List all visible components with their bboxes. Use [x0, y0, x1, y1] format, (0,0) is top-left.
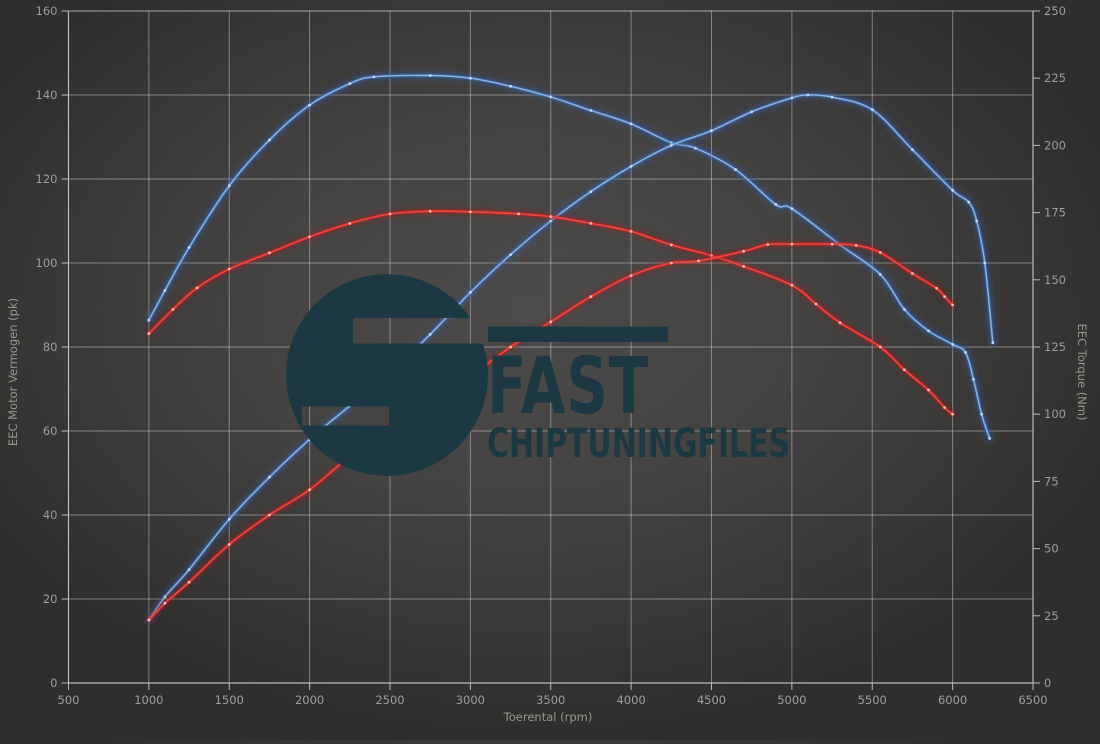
- svg-text:250: 250: [1044, 4, 1066, 18]
- dyno-curves: [144, 70, 998, 625]
- svg-text:80: 80: [43, 340, 58, 354]
- logo-brand-name: FAST: [487, 342, 649, 432]
- svg-text:5500: 5500: [858, 693, 887, 707]
- svg-text:60: 60: [43, 424, 58, 438]
- svg-text:100: 100: [1044, 407, 1066, 421]
- svg-text:2000: 2000: [295, 693, 324, 707]
- svg-text:4500: 4500: [697, 693, 726, 707]
- svg-text:0: 0: [50, 676, 57, 690]
- svg-text:3000: 3000: [456, 693, 485, 707]
- svg-text:6500: 6500: [1018, 693, 1047, 707]
- svg-text:5000: 5000: [777, 693, 806, 707]
- logo-s-mark: [286, 274, 488, 476]
- svg-text:40: 40: [43, 508, 58, 522]
- svg-text:1500: 1500: [215, 693, 244, 707]
- svg-text:50: 50: [1044, 542, 1059, 556]
- right-axis-title: EEC Torque (Nm): [1075, 324, 1089, 421]
- torque-original-curve: [145, 207, 956, 418]
- svg-text:0: 0: [1044, 676, 1051, 690]
- svg-text:3500: 3500: [536, 693, 565, 707]
- logo-bar: [488, 326, 668, 342]
- x-axis-title: Toerental (rpm): [503, 710, 593, 724]
- svg-text:160: 160: [36, 4, 58, 18]
- logo-brand-subtitle: CHIPTUNINGFILES: [487, 421, 790, 467]
- svg-text:100: 100: [36, 256, 58, 270]
- svg-text:150: 150: [1044, 273, 1066, 287]
- svg-text:120: 120: [36, 172, 58, 186]
- svg-text:25: 25: [1044, 609, 1059, 623]
- svg-text:6000: 6000: [938, 693, 967, 707]
- svg-text:225: 225: [1044, 71, 1066, 85]
- svg-text:140: 140: [36, 88, 58, 102]
- svg-text:125: 125: [1044, 340, 1066, 354]
- left-axis-title: EEC Motor Vermogen (pk): [6, 298, 20, 446]
- svg-text:20: 20: [43, 592, 58, 606]
- svg-text:175: 175: [1044, 206, 1066, 220]
- svg-text:75: 75: [1044, 474, 1059, 488]
- svg-text:4000: 4000: [616, 693, 645, 707]
- torque-tuned-curve: [144, 70, 995, 443]
- axis-layer: 500 1000 1500 2000 2500 3000 3500 4000 4500 5000 5…: [36, 4, 1066, 707]
- watermark-logo: FAST CHIPTUNINGFILES: [286, 274, 790, 476]
- svg-text:500: 500: [58, 693, 80, 707]
- svg-text:1000: 1000: [134, 693, 163, 707]
- svg-text:200: 200: [1044, 138, 1066, 152]
- svg-text:2500: 2500: [375, 693, 404, 707]
- power-tuned-curve: [144, 90, 998, 625]
